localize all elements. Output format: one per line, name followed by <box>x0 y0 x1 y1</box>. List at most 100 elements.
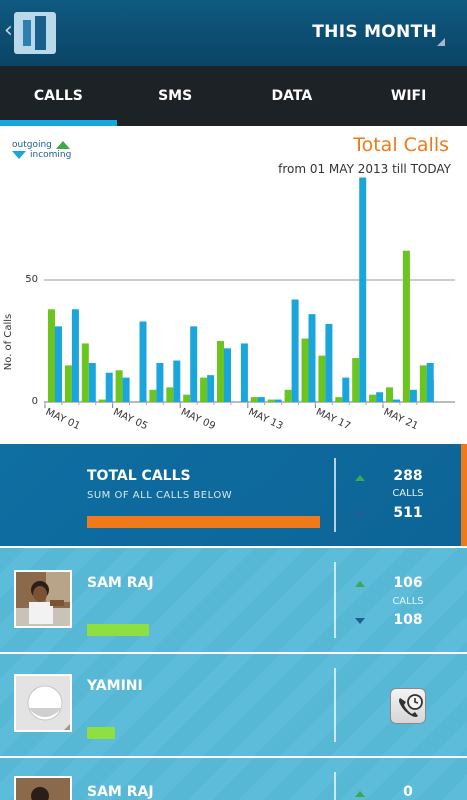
bar-incoming <box>342 377 350 402</box>
period-selector[interactable]: THIS MONTH <box>312 22 437 42</box>
bar-outgoing <box>318 355 326 402</box>
bar-outgoing <box>267 399 275 402</box>
contact-calls-bar <box>87 727 115 739</box>
bar-incoming <box>409 389 417 402</box>
chart-title: Total Calls <box>353 134 449 156</box>
bar-outgoing <box>217 341 224 402</box>
contact-calls-bar <box>87 624 149 636</box>
total-calls-row[interactable]: TOTAL CALLS SUM OF ALL CALLS BELOW 288 C… <box>0 444 467 548</box>
y-tick-label: 0 <box>32 396 38 407</box>
incoming-down-icon <box>12 151 26 159</box>
contact-row[interactable]: SAM RAJ 0 <box>0 758 467 800</box>
bar-outgoing <box>352 358 360 402</box>
tab-calls[interactable]: CALLS <box>0 66 117 126</box>
phone-clock-icon[interactable] <box>390 688 426 724</box>
tab-wifi[interactable]: WIFI <box>390 88 427 104</box>
bar-outgoing <box>301 338 309 402</box>
bar-outgoing <box>64 365 72 402</box>
bar-outgoing <box>402 250 410 402</box>
x-tick-label: MAY 17 <box>314 407 352 432</box>
bar-incoming <box>55 326 62 402</box>
outgoing-up-icon <box>355 581 365 587</box>
legend-incoming-label: incoming <box>30 150 72 160</box>
divider <box>334 562 336 638</box>
contact-row[interactable]: YAMINI <box>0 654 467 758</box>
bar-incoming <box>173 360 181 402</box>
bar-outgoing <box>115 370 123 402</box>
y-axis-label: No. of Calls <box>3 314 14 370</box>
chart-canvas: 0 50 No. of Calls MAY 01 MAY 05 MAY 09 MAY 13 M… <box>3 177 455 432</box>
contact-incoming-count: 108 <box>393 612 423 628</box>
bar-incoming <box>240 343 248 402</box>
bar-incoming <box>274 399 282 402</box>
divider <box>334 668 336 742</box>
bar-outgoing <box>149 389 157 402</box>
bar-outgoing <box>200 377 208 402</box>
contact-outgoing-count: 0 <box>403 784 413 800</box>
incoming-down-icon <box>355 618 365 624</box>
x-tick-label: MAY 01 <box>44 407 82 432</box>
total-calls-subtitle: SUM OF ALL CALLS BELOW <box>87 490 233 501</box>
x-tick-label: MAY 21 <box>382 407 420 432</box>
app-header: ‹ THIS MONTH <box>0 0 467 66</box>
bar-incoming <box>88 362 96 402</box>
outgoing-up-icon <box>355 475 365 481</box>
total-outgoing-count: 288 <box>393 468 423 484</box>
bar-incoming <box>224 348 231 402</box>
contact-name: SAM RAJ <box>87 784 154 800</box>
x-tick-label: MAY 09 <box>179 407 217 432</box>
bar-incoming <box>190 326 198 402</box>
total-calls-title: TOTAL CALLS <box>87 468 191 484</box>
bar-outgoing <box>250 397 258 402</box>
contact-row[interactable]: SAM RAJ 106 CALLS 108 <box>0 548 467 654</box>
contact-outgoing-count: 106 <box>393 575 423 591</box>
bar-outgoing <box>48 309 55 402</box>
bar-outgoing <box>335 397 343 402</box>
incoming-down-icon <box>355 511 365 517</box>
bar-outgoing <box>369 394 377 402</box>
bar-incoming <box>71 309 79 402</box>
outgoing-up-icon <box>55 141 70 149</box>
total-incoming-count: 511 <box>393 505 423 521</box>
bar-incoming <box>291 299 299 402</box>
chart-legend: outgoing incoming <box>12 140 71 160</box>
contact-name: SAM RAJ <box>87 575 154 591</box>
bar-incoming <box>156 362 164 402</box>
bar-incoming <box>426 362 434 402</box>
legend-outgoing-label: outgoing <box>12 140 52 150</box>
divider <box>334 458 336 532</box>
tab-sms[interactable]: SMS <box>158 88 193 104</box>
tab-bar: CALLS SMS DATA WIFI <box>0 66 467 126</box>
selected-indicator <box>461 444 467 546</box>
outgoing-up-icon <box>355 791 365 797</box>
bar-outgoing <box>419 365 427 402</box>
bar-incoming <box>207 375 215 402</box>
bar-incoming <box>139 321 147 402</box>
chart-subtitle: from 01 MAY 2013 till TODAY <box>278 162 451 176</box>
overflow-corner-icon[interactable] <box>437 38 445 46</box>
app-logo[interactable] <box>14 12 56 54</box>
bar-incoming <box>393 399 400 402</box>
total-unit-label: CALLS <box>392 488 424 499</box>
bar-incoming <box>308 314 316 402</box>
bar-outgoing <box>81 343 89 402</box>
bar-incoming <box>325 323 333 402</box>
avatar <box>14 570 72 628</box>
tab-data[interactable]: DATA <box>271 88 313 104</box>
bar-outgoing <box>284 389 292 402</box>
bar-incoming <box>122 377 130 402</box>
contact-unit-label: CALLS <box>392 596 424 607</box>
back-chevron-icon[interactable]: ‹ <box>4 18 13 43</box>
bar-incoming <box>359 177 367 402</box>
bar-outgoing <box>166 387 174 402</box>
total-calls-bar <box>87 516 320 528</box>
bar-outgoing <box>98 399 106 402</box>
bar-incoming <box>105 372 113 402</box>
x-tick-label: MAY 13 <box>247 407 285 432</box>
avatar <box>14 776 72 800</box>
bar-outgoing <box>386 387 393 402</box>
contact-name: YAMINI <box>87 678 143 694</box>
y-tick-label: 50 <box>25 274 38 285</box>
call-summary-list: TOTAL CALLS SUM OF ALL CALLS BELOW 288 C… <box>0 444 467 800</box>
bar-outgoing <box>183 394 191 402</box>
